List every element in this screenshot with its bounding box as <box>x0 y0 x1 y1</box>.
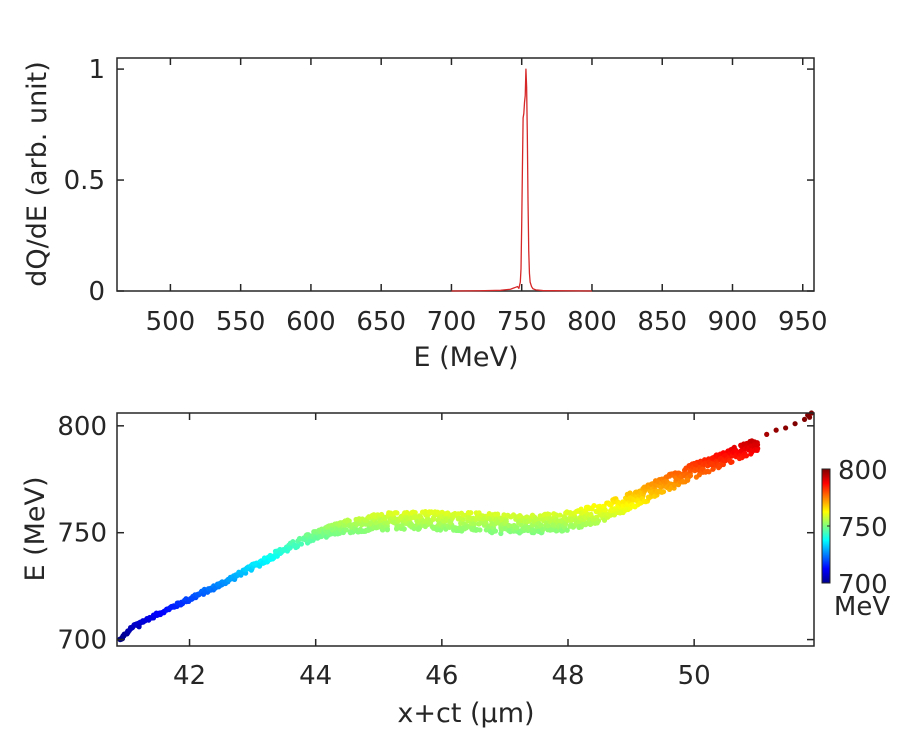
phase-space-point <box>610 507 616 513</box>
phase-space-point <box>401 526 407 532</box>
phase-space-point <box>564 527 570 533</box>
phase-space-point <box>417 514 424 520</box>
phase-space-axes: 42 44 46 48 50 700 750 800 x+ct (μm) E (MeV) <box>20 410 815 729</box>
phase-space-y-tick-labels: 700 750 800 <box>57 412 107 656</box>
phase-space-point <box>557 512 563 518</box>
phase-space-point <box>806 414 813 420</box>
phase-space-point <box>773 427 779 433</box>
spectrum-x-tick-label: 700 <box>427 307 477 337</box>
phase-space-point <box>546 511 552 518</box>
phase-space-point <box>136 624 142 630</box>
phase-space-point <box>416 525 422 531</box>
phase-space-point <box>783 425 789 431</box>
colorbar-tick-label: 800 <box>838 456 888 486</box>
phase-space-y-tick-label: 800 <box>57 412 107 442</box>
phase-space-point <box>578 506 584 512</box>
colorbar-tick-label: 750 <box>838 513 888 543</box>
spectrum-y-tick-label: 1 <box>88 55 105 85</box>
spectrum-x-tick-label: 950 <box>778 307 828 337</box>
phase-space-point <box>495 511 501 517</box>
phase-space-x-tick-label: 42 <box>173 661 206 691</box>
phase-space-point <box>801 416 808 423</box>
spectrum-x-axis-label: E (MeV) <box>413 342 518 373</box>
phase-space-frame-border <box>116 412 815 647</box>
phase-space-point <box>530 522 536 528</box>
phase-space-point <box>754 447 760 454</box>
phase-space-point <box>754 442 761 448</box>
colorbar-tick-labels: 700 750 800 <box>827 456 888 600</box>
colorbar: 700 750 800 MeV <box>821 456 890 622</box>
phase-space-point <box>492 528 499 534</box>
colorbar-unit-label: MeV <box>834 592 890 622</box>
phase-space-point <box>343 527 349 533</box>
phase-space-point <box>514 525 520 531</box>
spectrum-x-tick-label: 500 <box>146 307 196 337</box>
phase-space-point <box>594 520 600 526</box>
spectrum-x-tick-label: 550 <box>216 307 266 337</box>
phase-space-ticks <box>117 413 814 646</box>
phase-space-point <box>287 545 293 551</box>
spectrum-axes: 500 550 600 650 700 750 800 850 900 950 00.51 E (… <box>22 55 828 373</box>
phase-space-point <box>394 510 400 516</box>
spectrum-x-tick-label: 650 <box>356 307 406 337</box>
phase-space-point <box>382 516 388 522</box>
phase-space-x-tick-labels: 42 44 46 48 50 <box>173 661 711 691</box>
phase-space-point <box>345 518 351 524</box>
phase-space-point <box>706 469 712 475</box>
spectrum-x-tick-label: 800 <box>567 307 617 337</box>
phase-space-point <box>687 473 694 479</box>
phase-space-point <box>671 482 678 488</box>
phase-space-point <box>460 516 466 522</box>
phase-space-point <box>743 453 749 459</box>
phase-space-point <box>408 522 414 528</box>
spectrum-x-tick-labels: 500 550 600 650 700 750 800 850 900 950 <box>146 307 828 337</box>
phase-space-point <box>471 521 478 527</box>
spectrum-y-tick-labels: 00.51 <box>64 55 105 307</box>
phase-space-point <box>637 500 643 506</box>
phase-space-point <box>298 541 304 547</box>
colorbar-tick-label: 700 <box>838 570 888 600</box>
phase-space-point <box>602 507 608 514</box>
spectrum-x-tick-label: 850 <box>637 307 687 337</box>
phase-space-x-tick-label: 44 <box>299 661 332 691</box>
phase-space-y-axis-label: E (MeV) <box>20 476 51 581</box>
phase-space-x-axis-label: x+ct (μm) <box>397 698 534 729</box>
spectrum-plot-frame <box>116 57 815 292</box>
phase-space-point <box>294 543 301 549</box>
spectrum-x-tick-label: 900 <box>708 307 758 337</box>
phase-space-point <box>764 431 770 437</box>
phase-space-y-tick-label: 750 <box>57 519 107 549</box>
phase-space-scatter <box>117 410 815 643</box>
phase-space-point <box>473 527 479 533</box>
phase-space-point <box>792 421 798 427</box>
spectrum-ticks <box>117 58 814 292</box>
spectrum-y-axis-label: dQ/dE (arb. unit) <box>22 61 53 287</box>
phase-space-point <box>685 477 691 483</box>
phase-space-point <box>365 527 372 533</box>
spectrum-x-tick-label: 600 <box>286 307 336 337</box>
spectrum-line <box>451 68 592 292</box>
phase-space-point <box>503 519 509 525</box>
phase-space-x-tick-label: 48 <box>551 661 584 691</box>
phase-space-x-tick-label: 50 <box>678 661 711 691</box>
spectrum-x-tick-label: 750 <box>497 307 547 337</box>
spectrum-y-tick-label: 0 <box>88 277 105 307</box>
phase-space-point <box>384 527 390 533</box>
phase-space-point <box>517 513 523 519</box>
spectrum-y-tick-label: 0.5 <box>64 166 105 196</box>
phase-space-point <box>447 519 454 525</box>
phase-space-point <box>468 510 474 516</box>
phase-space-point <box>659 489 665 495</box>
phase-space-point <box>729 459 735 465</box>
phase-space-point <box>591 503 597 509</box>
phase-space-point <box>545 523 551 529</box>
phase-space-y-tick-label: 700 <box>57 626 107 656</box>
phase-space-point <box>477 527 483 533</box>
phase-space-x-tick-label: 46 <box>425 661 458 691</box>
phase-space-point <box>710 466 716 472</box>
